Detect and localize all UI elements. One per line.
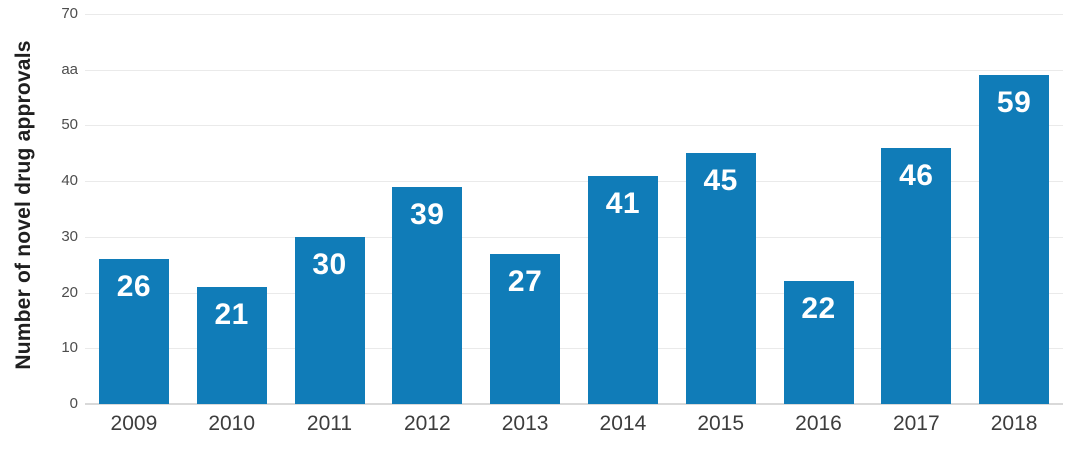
x-tick-label: 2016	[795, 412, 842, 435]
x-tick-label: 2009	[110, 412, 158, 435]
x-tick-label: 2018	[990, 412, 1038, 435]
gridline	[85, 181, 1063, 183]
y-tick-label: 20	[61, 283, 78, 301]
bar-2013: 27	[490, 253, 561, 404]
x-tick-label: 2015	[697, 412, 745, 435]
y-tick-label: 30	[61, 227, 78, 245]
y-tick-label: aa	[61, 60, 78, 78]
y-tick-label: 50	[61, 116, 78, 134]
x-tick-label: 2012	[403, 412, 451, 435]
gridline	[85, 14, 1063, 15]
x-axis-baseline	[85, 403, 1063, 405]
bar-value-label: 39	[410, 197, 445, 231]
bar-2018: 59	[979, 75, 1050, 404]
bar-2011: 30	[294, 236, 365, 404]
bar-2014: 41	[587, 175, 658, 404]
bar-value-label: 27	[507, 264, 543, 298]
x-tick-label: 2010	[208, 412, 256, 435]
x-tick-label: 2011	[306, 412, 353, 435]
gridline	[85, 236, 1063, 238]
bar-2009: 26	[98, 259, 169, 404]
y-tick-label: 10	[61, 339, 78, 357]
x-tick-label: 2013	[501, 412, 549, 435]
bar-2016: 22	[783, 281, 854, 404]
y-axis-title: Number of novel drug approvals	[12, 40, 35, 370]
y-tick-label: 70	[61, 5, 78, 22]
gridline	[85, 125, 1063, 127]
gridline	[85, 292, 1063, 294]
x-tick-label: 2014	[599, 412, 647, 435]
bar-value-label: 45	[703, 164, 738, 198]
bar-value-label: 22	[801, 292, 836, 326]
x-tick-label: 2017	[892, 412, 940, 435]
bar-2015: 45	[685, 153, 756, 404]
bar-value-label: 46	[899, 158, 934, 192]
plot-area: 26 21 30 39 27 41 45 22 46 59	[85, 14, 1063, 405]
bar-value-label: 59	[996, 86, 1032, 120]
bar-2010: 21	[196, 287, 267, 404]
bar-value-label: 41	[605, 186, 641, 220]
y-tick-label: 40	[61, 172, 78, 190]
bar-2017: 46	[881, 147, 952, 404]
gridline	[85, 348, 1063, 350]
y-tick-label: 0	[69, 395, 78, 412]
bar-value-label: 21	[214, 298, 249, 331]
gridline	[85, 69, 1063, 71]
bar-2012: 39	[392, 186, 463, 404]
bar-value-label: 26	[116, 270, 152, 304]
bar-value-label: 30	[312, 247, 347, 281]
